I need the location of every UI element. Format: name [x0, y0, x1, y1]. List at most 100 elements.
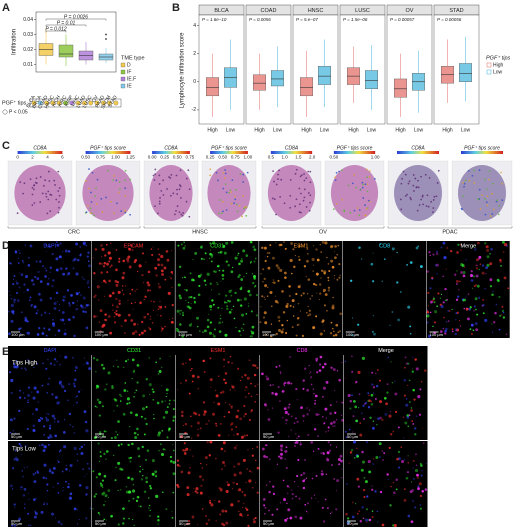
- signal: [43, 434, 45, 436]
- signal: [181, 362, 185, 366]
- signal: [397, 466, 401, 469]
- spot: [361, 181, 364, 184]
- signal: [172, 419, 175, 422]
- signal: [256, 394, 258, 396]
- signal: [400, 446, 403, 448]
- panel-label: D: [2, 240, 10, 252]
- signal: [485, 266, 489, 270]
- signal: [198, 330, 201, 332]
- signal: [122, 293, 125, 296]
- signal: [329, 404, 332, 407]
- signal: [221, 307, 223, 310]
- signal: [470, 279, 474, 282]
- signal: [176, 463, 180, 467]
- signal: [163, 266, 167, 270]
- spot: [47, 170, 50, 173]
- signal: [64, 355, 68, 359]
- spot: [298, 211, 301, 213]
- signal: [72, 315, 75, 319]
- signal: [341, 361, 343, 364]
- signal: [277, 279, 280, 282]
- signal: [197, 387, 199, 390]
- signal: [222, 358, 226, 361]
- channel-label: CD8: [379, 243, 390, 249]
- signal: [320, 472, 324, 476]
- tips-dot: [63, 100, 68, 106]
- spot: [242, 195, 244, 197]
- spot: [273, 180, 275, 183]
- signal: [430, 300, 433, 304]
- signal: [206, 325, 210, 329]
- signal: [33, 366, 35, 369]
- micrograph: [176, 355, 260, 440]
- spot: [436, 182, 439, 184]
- signal: [125, 285, 127, 287]
- signal: [463, 298, 467, 302]
- signal: [388, 414, 392, 418]
- signal: [371, 515, 374, 518]
- signal: [172, 317, 174, 319]
- signal: [486, 255, 490, 259]
- signal: [279, 452, 284, 456]
- signal: [95, 493, 98, 496]
- spot: [462, 195, 464, 198]
- signal: [333, 274, 336, 277]
- signal: [17, 365, 19, 367]
- signal: [64, 299, 66, 301]
- signal: [203, 410, 207, 414]
- signal: [181, 414, 184, 418]
- signal: [27, 359, 29, 361]
- signal: [196, 325, 199, 328]
- legend-label: IE.F: [127, 76, 136, 82]
- signal: [21, 260, 24, 262]
- signal: [23, 487, 27, 491]
- y-tick-label: -2: [192, 107, 197, 113]
- signal: [194, 252, 198, 255]
- spot: [432, 199, 435, 201]
- signal: [212, 241, 216, 245]
- signal: [105, 458, 107, 460]
- signal: [307, 278, 311, 281]
- signal: [84, 307, 86, 309]
- signal: [459, 325, 461, 327]
- spot: [181, 214, 184, 217]
- signal: [429, 311, 432, 314]
- spot: [220, 212, 223, 215]
- signal: [340, 414, 343, 416]
- signal: [294, 515, 298, 519]
- signal: [459, 280, 461, 283]
- signal: [74, 366, 78, 369]
- signal: [22, 392, 25, 394]
- signal: [279, 268, 283, 273]
- signal: [240, 313, 245, 317]
- spot: [477, 198, 479, 201]
- box: [394, 78, 408, 98]
- signal: [489, 278, 493, 282]
- signal: [315, 497, 317, 499]
- signal: [358, 393, 361, 396]
- signal: [151, 459, 155, 463]
- signal: [45, 250, 47, 253]
- signal: [45, 418, 50, 422]
- signal: [295, 440, 299, 444]
- signal: [484, 287, 487, 290]
- signal: [64, 480, 67, 483]
- signal: [391, 381, 394, 384]
- signal: [326, 458, 330, 462]
- signal: [282, 416, 284, 419]
- signal: [33, 515, 37, 519]
- signal: [435, 263, 439, 267]
- signal: [13, 503, 16, 506]
- signal: [103, 518, 106, 521]
- signal: [385, 402, 388, 406]
- signal: [247, 392, 250, 395]
- signal: [439, 330, 443, 333]
- signal: [321, 320, 324, 324]
- signal: [232, 481, 235, 484]
- signal: [321, 365, 325, 369]
- signal: [201, 508, 204, 510]
- signal: [158, 370, 162, 374]
- signal: [399, 290, 402, 293]
- signal: [53, 421, 56, 423]
- signal: [367, 406, 371, 409]
